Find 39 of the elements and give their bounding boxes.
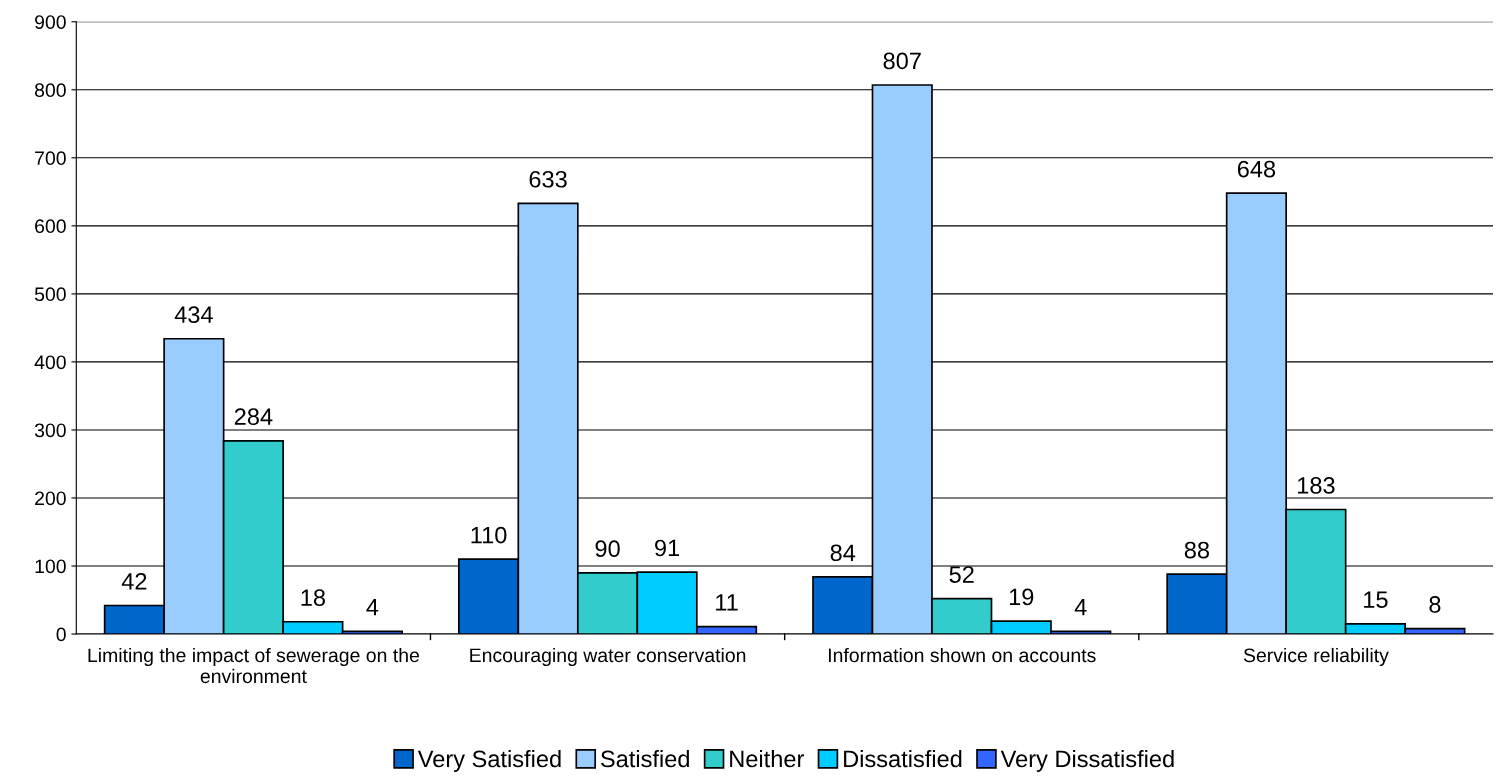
data-label: 19 [1009, 588, 1034, 606]
data-label: 284 [234, 408, 273, 426]
data-label: 633 [529, 170, 567, 188]
x-tick-label: Service reliability [1243, 647, 1389, 667]
data-label: 8 [1429, 596, 1441, 613]
y-tick-label: 800 [34, 83, 66, 98]
data-label: 90 [595, 540, 620, 558]
y-tick-label: 100 [35, 559, 66, 574]
data-label: 52 [949, 566, 974, 583]
data-label: 91 [655, 539, 680, 557]
y-tick-label: 900 [35, 15, 66, 29]
data-label: 15 [1364, 591, 1388, 609]
y-tick-label: 300 [34, 423, 66, 438]
data-label: 434 [174, 306, 213, 323]
data-label: 4 [1074, 599, 1087, 616]
data-label: 648 [1237, 160, 1276, 178]
data-label: 42 [121, 572, 147, 590]
y-tick-label: 600 [35, 219, 66, 234]
legend-label: Very Satisfied [417, 749, 561, 772]
legend-label: Neither [730, 749, 804, 768]
y-tick-label: 700 [35, 151, 66, 166]
data-label: 4 [366, 599, 379, 616]
data-label: 807 [883, 52, 921, 70]
y-tick-label: 400 [34, 355, 66, 370]
y-tick-label: 200 [35, 491, 66, 506]
x-tick-label: Limiting the impact of sewerage on the environment [88, 647, 419, 684]
legend-label: Satisfied [600, 749, 689, 768]
data-label: 88 [1184, 541, 1210, 559]
y-tick-label: 500 [34, 287, 66, 302]
x-tick-label: Information shown on accounts [828, 647, 1096, 663]
x-tick-label: Encouraging water conservation [470, 647, 746, 667]
legend-label: Very Dissatisfied [1000, 749, 1174, 772]
data-label: 18 [301, 589, 325, 607]
data-label: 11 [716, 594, 738, 611]
data-label: 110 [471, 526, 507, 544]
data-label: 84 [830, 544, 856, 562]
data-label: 183 [1298, 477, 1335, 494]
y-tick-label: 0 [56, 627, 66, 642]
legend-label: Dissatisfied [844, 749, 962, 768]
